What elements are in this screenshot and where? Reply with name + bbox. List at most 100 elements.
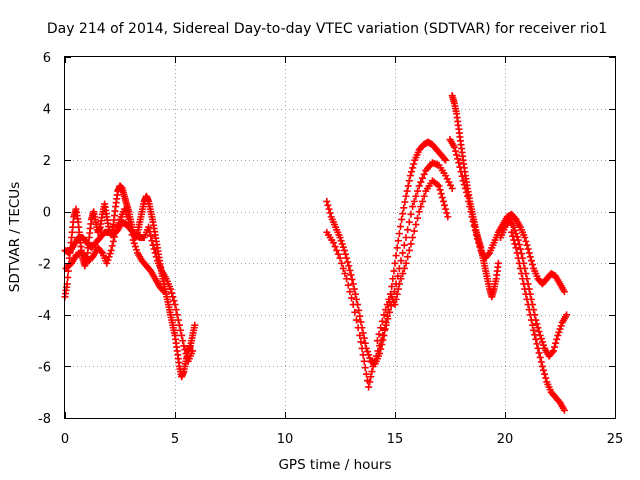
data-point-marker xyxy=(542,374,550,382)
data-point-marker xyxy=(383,301,391,309)
data-point-marker xyxy=(391,301,399,309)
data-point-marker xyxy=(532,335,540,343)
data-point-marker xyxy=(368,368,376,376)
data-point-marker xyxy=(189,347,197,355)
data-point-marker xyxy=(560,406,568,414)
data-point-marker xyxy=(386,308,393,316)
data-point-marker xyxy=(522,290,530,298)
data-point-marker xyxy=(325,205,333,213)
data-point-marker xyxy=(474,235,481,243)
data-point-marker xyxy=(344,258,352,266)
data-point-marker xyxy=(347,271,355,279)
data-point-marker xyxy=(519,275,527,283)
data-point-marker xyxy=(534,344,542,352)
data-point-marker xyxy=(397,223,404,231)
data-point-marker xyxy=(465,197,473,205)
data-point-marker xyxy=(435,182,443,190)
data-point-marker xyxy=(393,290,401,298)
y-tick-labels: -8 -6 -4 -2 0 2 4 6 xyxy=(38,51,51,427)
data-point-marker xyxy=(511,240,519,248)
data-point-marker xyxy=(125,215,133,223)
data-point-marker xyxy=(409,164,417,172)
data-point-marker xyxy=(175,321,183,329)
data-point-marker xyxy=(555,328,563,336)
data-point-marker xyxy=(344,281,352,289)
data-point-marker xyxy=(351,290,359,298)
series-track-b xyxy=(61,218,197,365)
data-point-marker xyxy=(380,311,388,319)
data-point-marker xyxy=(419,174,426,182)
data-point-marker xyxy=(106,250,114,258)
series-track-h xyxy=(446,136,568,296)
data-point-marker xyxy=(535,349,543,357)
data-point-marker xyxy=(458,172,466,180)
data-point-marker xyxy=(541,370,549,378)
data-point-marker xyxy=(494,259,502,267)
data-point-marker xyxy=(339,243,347,251)
data-point-marker xyxy=(509,232,517,240)
data-point-marker xyxy=(415,208,423,216)
data-point-marker xyxy=(177,326,184,334)
data-point-marker xyxy=(338,259,346,267)
data-point-marker xyxy=(464,192,472,200)
data-point-marker xyxy=(397,257,405,265)
data-point-marker xyxy=(147,232,155,240)
data-point-marker xyxy=(437,190,445,198)
data-point-marker xyxy=(439,197,447,205)
data-point-marker xyxy=(360,357,368,365)
data-point-marker xyxy=(410,227,418,235)
data-point-marker xyxy=(448,185,456,193)
data-point-marker xyxy=(463,188,470,196)
data-point-marker xyxy=(169,293,177,301)
data-point-marker xyxy=(527,316,535,324)
series-track-d xyxy=(323,138,450,368)
x-tick-label: 25 xyxy=(607,432,624,447)
y-tick-label: 2 xyxy=(43,154,51,169)
data-point-marker xyxy=(339,264,347,272)
data-point-marker xyxy=(145,223,153,231)
data-point-marker xyxy=(394,237,402,245)
data-point-marker xyxy=(364,348,371,356)
data-point-marker xyxy=(113,225,121,233)
data-point-marker xyxy=(341,270,349,278)
series-track-g xyxy=(448,92,502,301)
data-point-marker xyxy=(537,358,545,366)
data-point-marker xyxy=(466,203,474,211)
data-point-marker xyxy=(400,204,408,212)
data-point-marker xyxy=(420,192,428,200)
data-point-marker xyxy=(522,237,530,245)
data-point-marker xyxy=(351,308,359,316)
data-point-marker xyxy=(510,236,518,244)
data-point-marker xyxy=(129,236,137,244)
data-point-marker xyxy=(375,330,383,338)
data-point-marker xyxy=(407,240,415,248)
data-point-marker xyxy=(373,337,381,345)
data-point-marker xyxy=(399,210,407,218)
data-point-marker xyxy=(361,339,369,347)
data-point-marker xyxy=(360,334,368,342)
chart-title: Day 214 of 2014, Sidereal Day-to-day VTE… xyxy=(47,21,607,37)
data-point-marker xyxy=(361,364,369,372)
data-point-marker xyxy=(114,222,122,230)
data-point-marker xyxy=(438,194,446,202)
data-point-marker xyxy=(337,237,345,245)
data-point-marker xyxy=(452,147,459,155)
data-point-marker xyxy=(536,353,544,361)
data-point-marker xyxy=(170,297,178,305)
data-point-marker xyxy=(457,168,465,176)
data-point-marker xyxy=(160,288,168,296)
data-point-marker xyxy=(404,182,412,190)
data-point-marker xyxy=(331,243,339,251)
data-point-marker xyxy=(372,352,380,360)
data-point-marker xyxy=(548,348,556,356)
data-point-marker xyxy=(515,259,523,267)
y-tick-label: -8 xyxy=(38,412,51,427)
data-point-marker xyxy=(388,282,396,290)
series-track-f xyxy=(373,177,452,345)
data-point-marker xyxy=(525,306,533,314)
data-point-marker xyxy=(521,285,529,293)
data-point-marker xyxy=(485,250,492,258)
data-point-marker xyxy=(556,325,564,333)
data-point-marker xyxy=(105,253,113,261)
